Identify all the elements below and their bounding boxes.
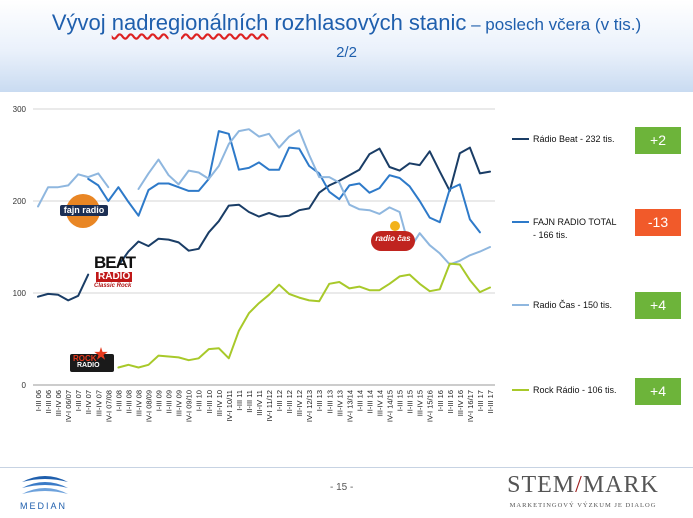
legend-item-radio-beat: Rádio Beat - 232 tis. (512, 133, 620, 146)
x-tick-label: III-IV 14 (376, 390, 385, 416)
x-tick-label: II-III 11 (245, 390, 254, 413)
x-tick-label: I-III 12 (275, 390, 284, 411)
beat-logo-line1: BEAT (94, 253, 136, 272)
x-tick-label: III-IV 13 (335, 390, 344, 416)
change-badge-radio-cas: +4 (635, 292, 681, 319)
x-tick-label: IV-I 15/16 (426, 390, 435, 422)
x-tick-label: II-III 10 (205, 390, 214, 413)
x-tick-label: III-IV 11 (255, 390, 264, 416)
series-line (117, 146, 491, 267)
series-line (137, 128, 491, 266)
fajn-radio-label: fajn radio (60, 205, 108, 216)
x-tick-label: II-III 06 (44, 390, 53, 413)
legend-label: FAJN RADIO TOTAL - 166 tis. (533, 217, 617, 240)
series-line (37, 273, 90, 302)
radio-cas-logo (371, 231, 415, 251)
beat-logo-line2: RADIO (96, 271, 133, 282)
legend-swatch (512, 138, 529, 140)
x-tick-label: I-III 15 (396, 390, 405, 411)
change-badge-radio-beat: +2 (635, 127, 681, 154)
x-tick-label: I-III 07 (74, 390, 83, 411)
legend-item-fajn-radio: FAJN RADIO TOTAL - 166 tis. (512, 216, 620, 242)
beat-logo-line3: Classic Rock (94, 283, 132, 289)
x-tick-label: IV-I 07/08 (104, 390, 113, 422)
change-badge-rock-radio: +4 (635, 378, 681, 405)
x-tick-label: I-III 09 (155, 390, 164, 411)
x-tick-label: IV-I 09/10 (185, 390, 194, 422)
x-tick-label: III-IV 15 (416, 390, 425, 416)
series-line (87, 130, 481, 234)
rock-radio-line1: ROCK (73, 354, 97, 363)
median-logo: MEDIAN (20, 501, 68, 511)
x-tick-label: II-III 15 (406, 390, 415, 413)
page-title: Vývoj nadregionálních rozhlasových stani… (51, 10, 642, 35)
series-line (117, 262, 491, 369)
page-number: - 15 - (330, 482, 354, 493)
legend-swatch (512, 221, 529, 223)
x-tick-label: II-III 08 (124, 390, 133, 413)
page-indicator: 2/2 (336, 44, 357, 61)
x-tick-label: I-III 08 (114, 390, 123, 411)
x-tick-label: III-IV 16 (456, 390, 465, 416)
x-tick-label: IV-I 12/13 (305, 390, 314, 422)
x-tick-label: III-IV 08 (134, 390, 143, 416)
x-tick-label: II-III 12 (285, 390, 294, 413)
x-tick-label: II-III 17 (486, 390, 495, 413)
legend-swatch (512, 389, 529, 391)
header-banner (0, 0, 693, 92)
x-tick-label: IV-I 06/07 (64, 390, 73, 422)
y-tick-label: 300 (13, 105, 27, 114)
x-tick-label: III-IV 06 (54, 390, 63, 416)
y-tick-label: 100 (13, 289, 27, 298)
stem-mark-logo: STEM/MARK (507, 472, 659, 498)
rock-radio-line2: RADIO (77, 362, 100, 369)
median-logo-icon (22, 476, 68, 494)
x-tick-label: III-IV 12 (295, 390, 304, 416)
x-tick-label: IV-I 14/15 (386, 390, 395, 422)
x-tick-label: I-III 16 (436, 390, 445, 411)
sun-icon (390, 221, 400, 231)
rock-radio-logo (70, 354, 114, 372)
x-tick-label: III-IV 09 (175, 390, 184, 416)
stem-mark-tagline: MARKETINGOVÝ VÝZKUM JE DIALOG (509, 502, 657, 509)
radio-cas-label: radio čas (375, 234, 411, 243)
x-tick-label: IV-I 16/17 (466, 390, 475, 422)
change-badge-fajn-radio: -13 (635, 209, 681, 236)
x-tick-label: I-III 13 (315, 390, 324, 411)
x-tick-label: I-III 17 (476, 390, 485, 411)
x-tick-label: II-III 09 (165, 390, 174, 413)
x-tick-label: IV-I 11/12 (265, 390, 274, 422)
x-tick-label: II-III 16 (446, 390, 455, 413)
x-tick-label: IV-I 10/11 (225, 390, 234, 422)
x-tick-label: III-IV 07 (94, 390, 103, 416)
x-tick-label: I-III 11 (235, 390, 244, 411)
x-tick-label: I-III 10 (195, 390, 204, 411)
x-tick-label: IV-I 13/14 (345, 390, 354, 422)
series-line (37, 172, 110, 208)
legend-swatch (512, 304, 529, 306)
x-tick-label: I-III 06 (34, 390, 43, 411)
y-tick-label: 200 (13, 197, 27, 206)
x-tick-label: II-IV 07 (84, 390, 93, 414)
legend-item-rock-radio: Rock Rádio - 106 tis. (512, 384, 620, 397)
legend-label: Rock Rádio - 106 tis. (533, 385, 617, 395)
legend-label: Rádio Beat - 232 tis. (533, 134, 615, 144)
x-tick-label: III-IV 10 (215, 390, 224, 416)
x-tick-label: II-III 14 (365, 390, 374, 413)
legend-label: Radio Čas - 150 tis. (533, 300, 613, 310)
footer-divider (0, 467, 693, 468)
x-tick-label: II-III 13 (325, 390, 334, 413)
legend-item-radio-cas: Radio Čas - 150 tis. (512, 299, 620, 312)
y-tick-label: 0 (22, 381, 27, 390)
x-tick-label: IV-I 08/09 (145, 390, 154, 422)
x-tick-label: I-III 14 (355, 390, 364, 411)
